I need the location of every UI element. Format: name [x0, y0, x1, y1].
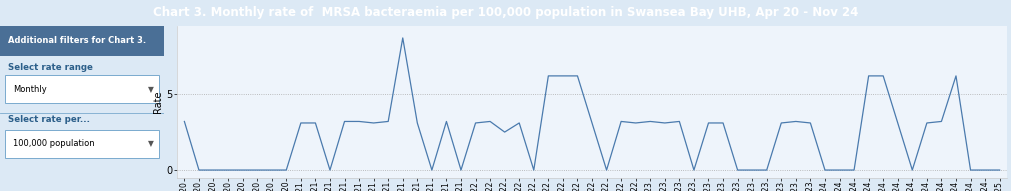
Text: Monthly: Monthly	[13, 85, 47, 94]
Text: Chart 3. Monthly rate of  MRSA bacteraemia per 100,000 population in Swansea Bay: Chart 3. Monthly rate of MRSA bacteraemi…	[153, 6, 858, 19]
FancyBboxPatch shape	[0, 26, 164, 56]
Text: Select rate per...: Select rate per...	[8, 115, 90, 125]
Text: ▼: ▼	[148, 85, 154, 94]
FancyBboxPatch shape	[5, 130, 159, 158]
Text: 100,000 population: 100,000 population	[13, 139, 95, 148]
FancyBboxPatch shape	[5, 75, 159, 104]
Text: Additional filters for Chart 3.: Additional filters for Chart 3.	[8, 36, 147, 45]
Text: ▼: ▼	[148, 139, 154, 148]
Y-axis label: Rate: Rate	[153, 91, 163, 113]
Text: Select rate range: Select rate range	[8, 63, 93, 72]
